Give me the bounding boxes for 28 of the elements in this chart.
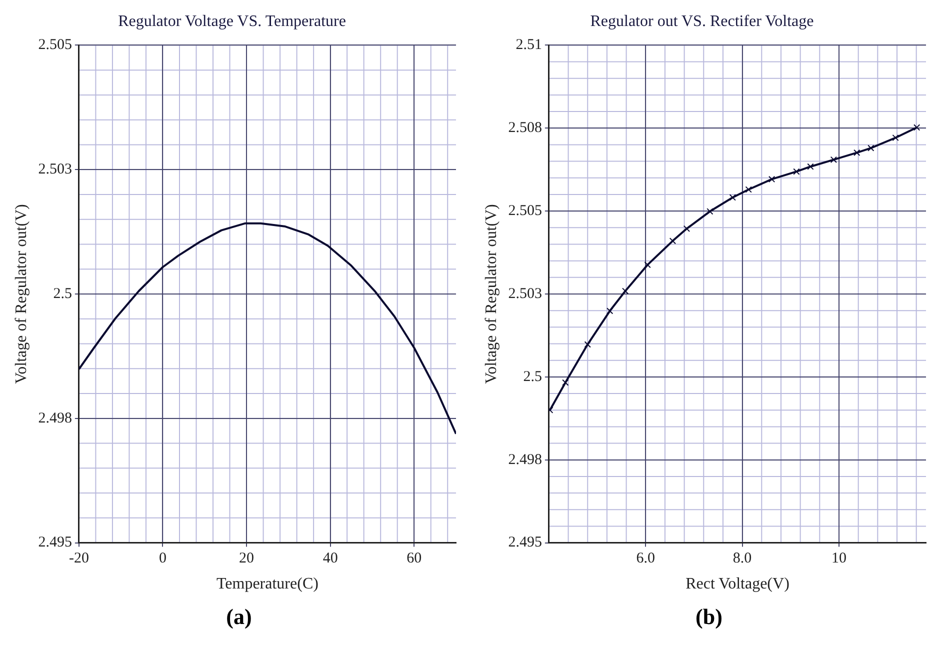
y-tick-label: 2.495 [508, 534, 542, 551]
y-tick-label: 2.508 [508, 120, 542, 136]
y-tick-label: 2.5 [523, 368, 542, 385]
x-tick-label: 40 [322, 550, 338, 567]
y-tick-label: 2.495 [38, 534, 72, 551]
y-axis-title: Voltage of Regulator out(V) [482, 204, 500, 384]
y-tick-label: 2.51 [516, 37, 542, 54]
y-tick-label: 2.5 [53, 286, 72, 302]
x-tick-label: 6.0 [636, 550, 656, 567]
y-tick-label: 2.498 [508, 452, 542, 468]
x-tick-label: 0 [158, 550, 166, 567]
x-tick-label: -20 [68, 550, 89, 567]
y-tick-label: 2.505 [508, 203, 542, 220]
x-tick-label: 60 [406, 550, 422, 567]
y-axis-title: Voltage of Regulator out(V) [12, 204, 30, 384]
x-tick-label: 8.0 [732, 550, 752, 567]
y-tick-label: 2.503 [508, 286, 542, 302]
x-axis-title: Rect Voltage(V) [686, 576, 790, 593]
x-tick-label: 20 [239, 550, 254, 567]
chart-title: Regulator Voltage VS. Temperature [118, 12, 346, 30]
x-axis-title: Temperature(C) [216, 576, 318, 593]
text: (a) [225, 604, 253, 630]
y-tick-label: 2.498 [38, 410, 72, 426]
y-tick-label: 2.505 [38, 37, 72, 54]
text: (b) [694, 604, 724, 630]
chart-title: Regulator out VS. Rectifer Voltage [590, 12, 814, 30]
y-tick-label: 2.503 [38, 162, 72, 178]
x-tick-label: 10 [831, 550, 846, 567]
